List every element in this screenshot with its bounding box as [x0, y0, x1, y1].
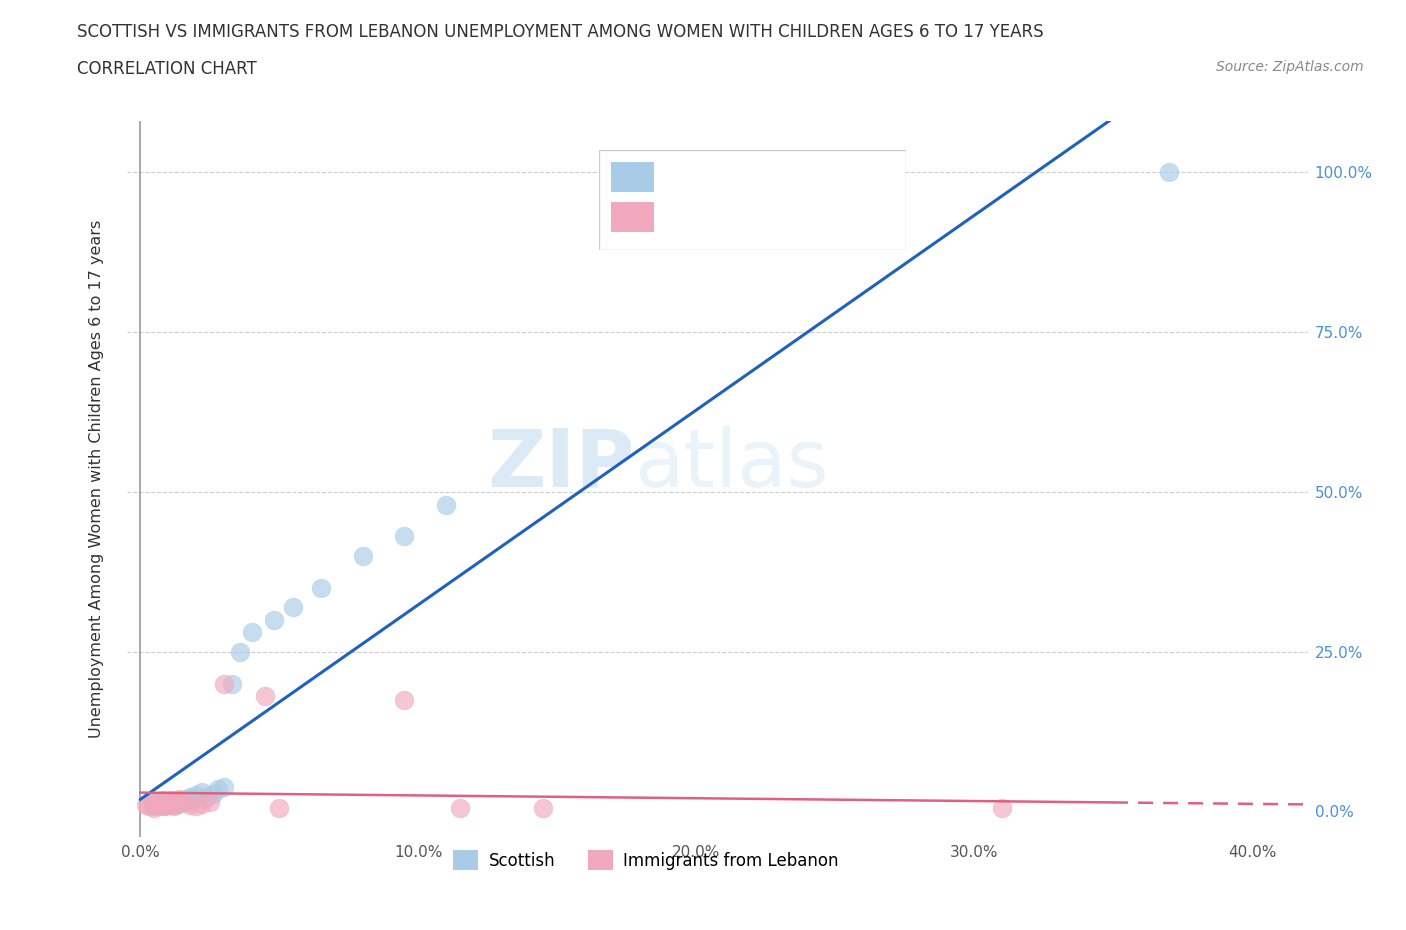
- Point: [166, 796, 188, 811]
- Point: [1157, 165, 1180, 179]
- Point: [190, 796, 212, 811]
- Point: [166, 796, 188, 811]
- Point: [254, 689, 277, 704]
- Point: [184, 788, 207, 803]
- Point: [152, 799, 174, 814]
- Point: [269, 801, 291, 816]
- Point: [141, 796, 163, 811]
- Y-axis label: Unemployment Among Women with Children Ages 6 to 17 years: Unemployment Among Women with Children A…: [90, 219, 104, 738]
- Point: [149, 796, 172, 811]
- Point: [157, 798, 180, 813]
- Point: [1324, 817, 1347, 831]
- Point: [169, 796, 191, 811]
- Point: [212, 779, 235, 794]
- Point: [160, 792, 183, 807]
- Point: [212, 676, 235, 691]
- Point: [172, 794, 194, 809]
- Point: [146, 799, 169, 814]
- Point: [138, 799, 160, 814]
- Point: [221, 676, 243, 691]
- Point: [176, 791, 198, 806]
- Point: [172, 792, 194, 807]
- Point: [283, 600, 305, 615]
- Point: [135, 798, 157, 813]
- Point: [449, 801, 471, 816]
- Point: [157, 794, 180, 809]
- Point: [201, 786, 224, 801]
- Point: [146, 794, 169, 809]
- Point: [163, 799, 186, 814]
- Point: [434, 498, 457, 512]
- Point: [179, 790, 201, 804]
- Point: [240, 625, 263, 640]
- Point: [531, 801, 554, 816]
- Point: [155, 799, 177, 814]
- Point: [155, 796, 177, 811]
- Point: [143, 798, 166, 813]
- Point: [152, 794, 174, 809]
- Point: [198, 794, 221, 809]
- Legend: Scottish, Immigrants from Lebanon: Scottish, Immigrants from Lebanon: [446, 842, 848, 879]
- Point: [184, 799, 207, 814]
- Point: [163, 798, 186, 813]
- Point: [152, 792, 174, 807]
- Point: [169, 791, 191, 806]
- Text: CORRELATION CHART: CORRELATION CHART: [77, 60, 257, 78]
- Point: [394, 692, 416, 707]
- Text: SCOTTISH VS IMMIGRANTS FROM LEBANON UNEMPLOYMENT AMONG WOMEN WITH CHILDREN AGES : SCOTTISH VS IMMIGRANTS FROM LEBANON UNEM…: [77, 23, 1043, 41]
- Point: [263, 612, 285, 627]
- Point: [174, 794, 197, 809]
- Point: [352, 549, 374, 564]
- Point: [143, 794, 166, 809]
- Point: [190, 785, 212, 800]
- Point: [157, 795, 180, 810]
- Text: atlas: atlas: [634, 426, 828, 504]
- Point: [181, 792, 204, 807]
- Text: ZIP: ZIP: [486, 426, 634, 504]
- Point: [179, 798, 201, 813]
- Point: [309, 580, 332, 595]
- Point: [991, 801, 1014, 816]
- Point: [207, 781, 229, 796]
- Text: Source: ZipAtlas.com: Source: ZipAtlas.com: [1216, 60, 1364, 74]
- Point: [229, 644, 252, 659]
- Point: [149, 798, 172, 813]
- Point: [143, 801, 166, 816]
- Point: [195, 790, 218, 804]
- Point: [160, 794, 183, 809]
- Point: [394, 529, 416, 544]
